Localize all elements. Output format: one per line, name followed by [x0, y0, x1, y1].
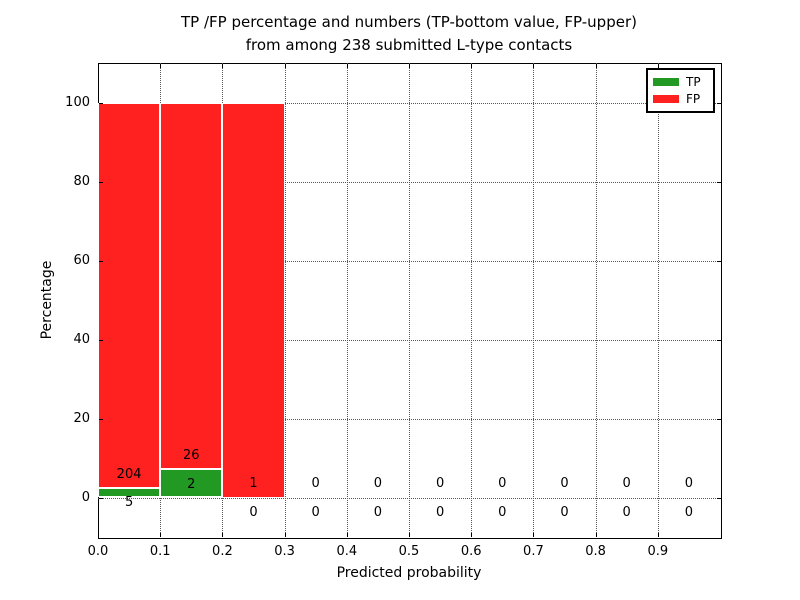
fp-count-label: 0 [435, 476, 445, 492]
x-tick-label: 0.3 [274, 544, 295, 559]
tp-count-label: 0 [311, 504, 320, 520]
x-tick-label: 0.2 [212, 544, 233, 559]
y-tick-label: 0 [81, 489, 90, 505]
y-tick-mark-right [717, 418, 721, 420]
tp-count-label: 0 [684, 504, 694, 520]
x-tick-mark [657, 533, 659, 537]
fp-count-label: 204 [116, 466, 142, 482]
fp-count-label: 1 [249, 476, 258, 492]
tp-count-label: 5 [124, 495, 134, 511]
fp-bar-segment [222, 102, 285, 498]
x-tick-label: 0.0 [87, 544, 109, 559]
gridline-vertical [595, 63, 597, 537]
y-tick-mark-right [717, 102, 721, 104]
fp-count-label: 26 [183, 448, 200, 464]
tp-count-label: 0 [498, 504, 507, 520]
x-tick-mark [533, 533, 535, 537]
y-tick-mark [99, 418, 103, 420]
y-tick-mark [99, 339, 103, 341]
tp-count-label: 0 [622, 504, 631, 520]
legend-item-fp: FP [648, 93, 713, 105]
fp-count-label: 0 [684, 476, 694, 492]
x-axis-label: Predicted probability [336, 565, 482, 581]
x-tick-mark-top [471, 64, 473, 68]
y-tick-mark-right [717, 260, 721, 262]
y-tick-label: 40 [73, 331, 90, 347]
fp-count-label: 0 [560, 476, 569, 492]
gridline-vertical [533, 63, 535, 537]
fp-count-label: 0 [622, 476, 631, 492]
tp-swatch-icon [653, 78, 679, 87]
y-tick-label: 20 [73, 410, 90, 426]
x-tick-mark-top [409, 64, 410, 68]
tp-count-label: 2 [187, 476, 196, 492]
y-tick-label: 100 [65, 94, 90, 110]
x-tick-label: 0.6 [460, 544, 482, 559]
legend: TP FP [646, 68, 715, 113]
x-tick-mark [409, 533, 410, 537]
legend-label-fp: FP [686, 91, 701, 106]
tp-count-label: 0 [373, 504, 383, 520]
x-tick-label: 0.8 [585, 544, 606, 559]
x-tick-mark [160, 533, 162, 537]
x-tick-mark-top [346, 64, 348, 68]
gridline-vertical [657, 63, 659, 537]
y-tick-mark-right [717, 497, 721, 499]
gridline-vertical [409, 63, 410, 537]
tp-count-label: 0 [435, 504, 445, 520]
x-tick-mark-top [222, 64, 224, 68]
y-tick-mark-right [717, 181, 721, 183]
x-tick-mark-top [657, 64, 659, 68]
chart-title: TP /FP percentage and numbers (TP-bottom… [98, 11, 720, 57]
y-tick-mark [99, 497, 103, 499]
fp-count-label: 0 [373, 476, 383, 492]
fp-count-label: 0 [311, 476, 320, 492]
legend-item-tp: TP [648, 76, 713, 88]
x-tick-mark [284, 533, 286, 537]
x-tick-label: 0.5 [398, 544, 420, 559]
fp-bar-segment [98, 102, 161, 489]
x-tick-label: 0.1 [149, 544, 171, 559]
fp-bar-segment [160, 102, 223, 470]
y-tick-label: 80 [73, 173, 90, 189]
x-tick-mark [222, 533, 224, 537]
tp-bar-segment [160, 469, 223, 498]
gridline-vertical [284, 63, 286, 537]
x-tick-label: 0.9 [647, 544, 669, 559]
chart-title-line2: from among 238 submitted L-type contacts [245, 36, 573, 54]
y-tick-mark-right [717, 339, 721, 341]
gridline-vertical [346, 63, 348, 537]
x-tick-label: 0.7 [523, 544, 544, 559]
x-tick-label: 0.4 [336, 544, 358, 559]
fp-count-label: 0 [498, 476, 507, 492]
tp-count-label: 0 [560, 504, 569, 520]
chart-title-line1: TP /FP percentage and numbers (TP-bottom… [181, 13, 637, 31]
x-tick-mark-top [533, 64, 535, 68]
x-tick-mark-top [98, 64, 99, 68]
x-tick-mark-top [595, 64, 597, 68]
x-tick-mark [98, 533, 99, 537]
x-tick-mark [346, 533, 348, 537]
y-tick-mark [99, 260, 103, 262]
x-tick-mark [595, 533, 597, 537]
y-tick-label: 60 [73, 252, 90, 268]
tp-bar-segment [98, 488, 161, 498]
x-tick-mark-top [284, 64, 286, 68]
y-tick-mark [99, 102, 103, 104]
gridline-vertical [471, 63, 473, 537]
x-tick-mark-top [160, 64, 162, 68]
tp-count-label: 0 [249, 504, 258, 520]
legend-label-tp: TP [686, 75, 701, 90]
x-tick-mark [471, 533, 473, 537]
fp-swatch-icon [653, 94, 679, 103]
y-tick-mark [99, 181, 103, 183]
